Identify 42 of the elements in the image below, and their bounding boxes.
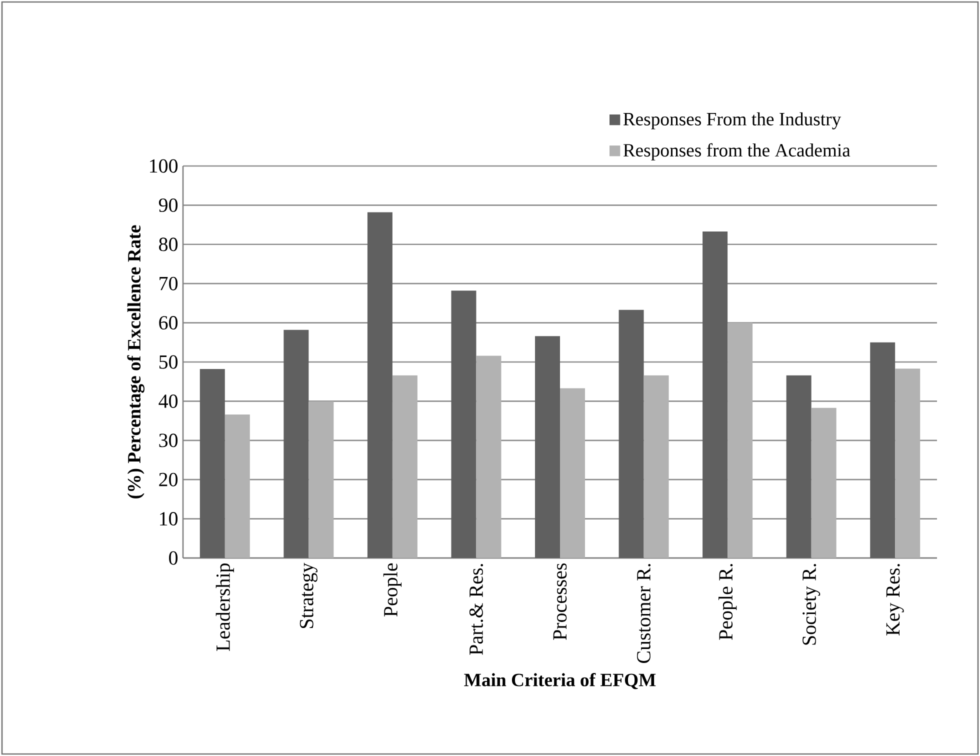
bar bbox=[895, 368, 920, 558]
bar bbox=[560, 388, 586, 558]
bar bbox=[702, 231, 728, 558]
x-tick-label: Leadership bbox=[216, 563, 234, 651]
x-tick-label: Key Res. bbox=[886, 564, 904, 636]
legend-label: Responses From the Industry bbox=[623, 112, 842, 130]
x-tick-label: People bbox=[383, 563, 402, 617]
x-tick-label: People R. bbox=[718, 564, 737, 640]
bar bbox=[224, 414, 250, 558]
y-tick-label: 30 bbox=[159, 434, 178, 448]
bar bbox=[392, 375, 418, 558]
bar bbox=[811, 408, 836, 558]
y-tick-label: 60 bbox=[159, 316, 178, 330]
bar bbox=[535, 336, 560, 558]
bar bbox=[870, 342, 896, 558]
bar bbox=[728, 322, 753, 558]
y-axis-title: (%) Percentage of Excellence Rate bbox=[127, 225, 144, 498]
bar bbox=[476, 356, 502, 558]
bar bbox=[786, 375, 812, 558]
x-tick-label: Society R. bbox=[802, 564, 820, 645]
y-tick-label: 0 bbox=[169, 551, 178, 565]
bar bbox=[308, 401, 334, 558]
y-tick-label: 70 bbox=[160, 276, 178, 290]
y-tick-label: 50 bbox=[159, 355, 178, 369]
bar bbox=[284, 330, 309, 558]
legend-label: Responses from the Academia bbox=[623, 143, 850, 160]
bar bbox=[367, 212, 392, 558]
bar bbox=[200, 369, 225, 558]
x-axis-title: Main Criteria of EFQM bbox=[464, 672, 656, 690]
bar bbox=[451, 290, 476, 558]
y-tick-label: 80 bbox=[159, 238, 178, 252]
x-tick-label: Part.& Res. bbox=[469, 564, 484, 655]
bar bbox=[644, 375, 669, 558]
y-tick-label: 40 bbox=[158, 394, 178, 408]
y-tick-label: 90 bbox=[158, 198, 178, 212]
y-tick-label: 10 bbox=[160, 512, 178, 526]
bar bbox=[618, 310, 644, 558]
y-tick-label: 100 bbox=[150, 159, 178, 173]
x-tick-label: Processes bbox=[553, 563, 567, 640]
y-tick-label: 20 bbox=[159, 472, 178, 486]
x-tick-label: Customer R. bbox=[637, 564, 651, 664]
x-tick-label: Strategy bbox=[300, 562, 318, 628]
